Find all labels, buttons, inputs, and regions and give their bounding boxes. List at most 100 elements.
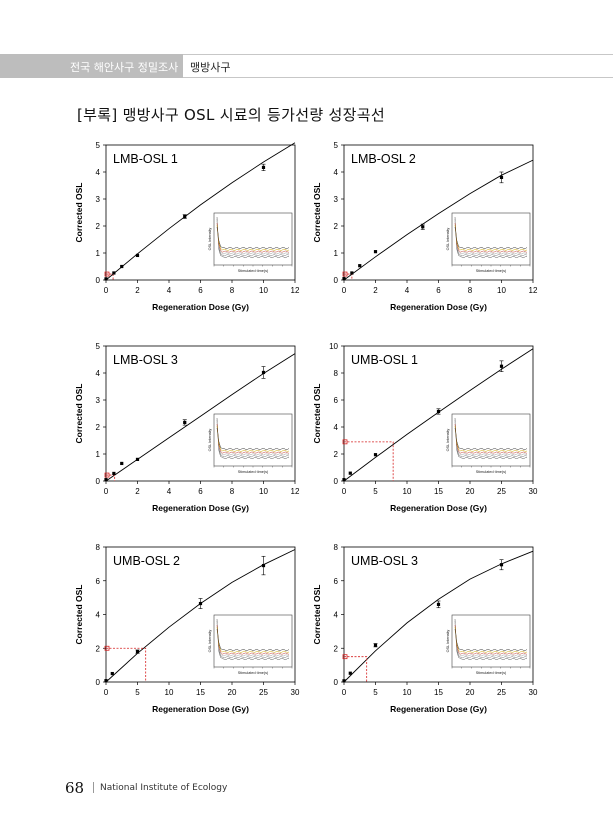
x-axis-label: Regeneration Dose (Gy) bbox=[152, 503, 249, 513]
x-tick-label: 20 bbox=[466, 487, 475, 496]
x-tick-label: 12 bbox=[291, 487, 300, 496]
inset-decay-curve bbox=[454, 628, 528, 651]
inset-decay-curve bbox=[454, 226, 528, 249]
data-point bbox=[499, 364, 504, 368]
x-tick-label: 8 bbox=[230, 487, 235, 496]
data-point bbox=[104, 478, 108, 482]
x-tick-label: 6 bbox=[436, 286, 441, 295]
y-tick-label: 2 bbox=[334, 450, 339, 459]
inset-decay-curve bbox=[216, 618, 290, 660]
y-tick-label: 6 bbox=[334, 577, 339, 586]
x-tick-label: 25 bbox=[259, 688, 268, 697]
de-marker bbox=[342, 271, 348, 277]
inset-decay-curve bbox=[216, 220, 290, 255]
y-tick-label: 0 bbox=[334, 276, 339, 285]
x-axis-label: Regeneration Dose (Gy) bbox=[390, 503, 487, 513]
data-point bbox=[261, 165, 266, 170]
x-tick-label: 15 bbox=[434, 688, 443, 697]
inset-decay-curve bbox=[216, 216, 290, 258]
y-tick-label: 5 bbox=[96, 141, 101, 150]
inset-decay-curve bbox=[454, 421, 528, 456]
x-tick-label: 20 bbox=[466, 688, 475, 697]
y-tick-label: 0 bbox=[334, 678, 339, 687]
chart-svg: 0 5 10 15 20 25 30 0 2 4 6 8 Regeneration Dose (Gy) C… bbox=[74, 543, 300, 714]
y-tick-label: 2 bbox=[96, 423, 101, 432]
data-point bbox=[499, 563, 504, 567]
inset-decay-curve bbox=[454, 423, 528, 454]
inset-decay-curve bbox=[216, 421, 290, 456]
header-section-title: 전국 해안사구 정밀조사 bbox=[70, 61, 179, 74]
y-axis-label: Corrected OSL bbox=[312, 585, 322, 645]
y-axis-label: Corrected OSL bbox=[312, 384, 322, 444]
x-tick-label: 4 bbox=[405, 286, 410, 295]
inset-decay-curve bbox=[454, 222, 528, 253]
x-tick-label: 0 bbox=[104, 688, 109, 697]
x-axis-label: Regeneration Dose (Gy) bbox=[152, 302, 249, 312]
data-point bbox=[436, 602, 441, 606]
inset-decay-curve bbox=[216, 222, 290, 253]
data-point bbox=[373, 250, 378, 254]
y-axis-label: Corrected OSL bbox=[74, 585, 84, 645]
data-point bbox=[436, 409, 441, 414]
inset-decay-curve bbox=[216, 419, 290, 458]
x-tick-label: 15 bbox=[434, 487, 443, 496]
x-tick-label: 2 bbox=[373, 286, 378, 295]
y-tick-label: 6 bbox=[96, 577, 101, 586]
y-tick-label: 8 bbox=[96, 543, 101, 552]
y-tick-label: 2 bbox=[334, 644, 339, 653]
data-point bbox=[135, 650, 140, 654]
x-tick-label: 8 bbox=[230, 286, 235, 295]
data-point bbox=[183, 420, 187, 425]
data-point bbox=[342, 478, 346, 482]
y-tick-label: 3 bbox=[334, 195, 339, 204]
y-tick-label: 5 bbox=[334, 141, 339, 150]
inset-decay-curve bbox=[216, 427, 290, 450]
chart-title: UMB-OSL 1 bbox=[351, 353, 418, 367]
y-tick-label: 2 bbox=[334, 222, 339, 231]
de-line bbox=[344, 441, 394, 481]
data-point bbox=[373, 453, 378, 457]
header-subsection-title: 맹방사구 bbox=[190, 61, 231, 74]
chart-title: LMB-OSL 3 bbox=[113, 353, 178, 367]
chart-lmb-osl-3: 0 2 4 6 8 10 12 0 1 2 3 4 5 Regeneration Dose (Gy) Cor… bbox=[62, 336, 302, 521]
y-tick-label: 8 bbox=[334, 369, 339, 378]
de-line bbox=[106, 474, 116, 481]
data-point bbox=[135, 253, 140, 258]
de-marker bbox=[104, 271, 110, 277]
x-tick-label: 0 bbox=[342, 487, 347, 496]
y-tick-label: 0 bbox=[334, 477, 339, 486]
x-axis-label: Regeneration Dose (Gy) bbox=[152, 704, 249, 714]
y-tick-label: 2 bbox=[96, 222, 101, 231]
footer-divider bbox=[93, 782, 94, 793]
chart-title: UMB-OSL 2 bbox=[113, 554, 180, 568]
x-tick-label: 0 bbox=[342, 286, 347, 295]
y-tick-label: 0 bbox=[96, 477, 101, 486]
inset-decay-curve bbox=[454, 626, 528, 653]
inset-decay-curve bbox=[216, 417, 290, 459]
inset-x-label: Stimulated time(s) bbox=[238, 470, 269, 474]
data-point bbox=[183, 214, 187, 219]
x-axis-label: Regeneration Dose (Gy) bbox=[390, 704, 487, 714]
x-tick-label: 2 bbox=[135, 487, 140, 496]
data-point bbox=[112, 471, 116, 476]
x-tick-label: 8 bbox=[468, 286, 473, 295]
inset-y-label: OSL Intensity bbox=[208, 630, 212, 653]
data-point bbox=[261, 370, 266, 375]
inset-decay-curve bbox=[216, 626, 290, 653]
y-tick-label: 0 bbox=[96, 276, 101, 285]
growth-curve bbox=[105, 142, 296, 281]
x-tick-label: 20 bbox=[228, 688, 237, 697]
chart-title: LMB-OSL 2 bbox=[351, 152, 416, 166]
x-tick-label: 10 bbox=[259, 487, 268, 496]
inset-decay-curve bbox=[216, 620, 290, 659]
y-tick-label: 8 bbox=[334, 543, 339, 552]
inset-decay-curve bbox=[454, 427, 528, 450]
header-section-block bbox=[0, 54, 183, 78]
y-tick-label: 3 bbox=[96, 195, 101, 204]
data-point bbox=[120, 264, 124, 269]
data-point bbox=[198, 601, 203, 606]
data-point bbox=[350, 271, 354, 275]
data-point bbox=[373, 643, 378, 647]
chart-svg: 0 5 10 15 20 25 30 0 2 4 6 8 Regeneration Dose (Gy) C… bbox=[312, 543, 538, 714]
de-marker bbox=[342, 439, 348, 445]
